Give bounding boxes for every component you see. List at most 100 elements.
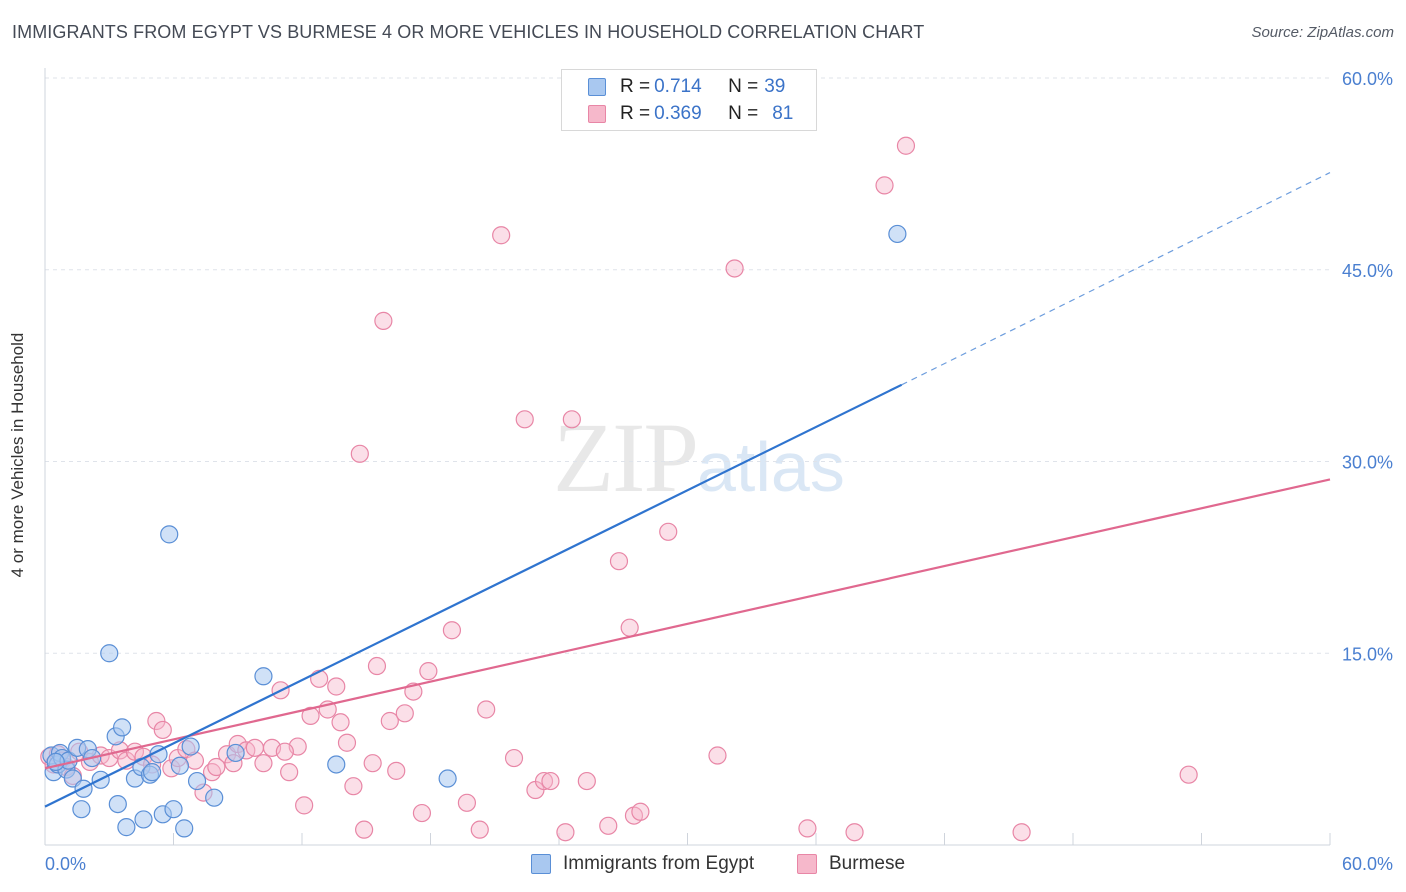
chart-title: IMMIGRANTS FROM EGYPT VS BURMESE 4 OR MO… <box>12 22 925 42</box>
legend-row-burmese: R = 0.369 N = 81 <box>588 101 793 127</box>
burmese-point <box>350 444 369 463</box>
burmese-point <box>620 618 639 637</box>
egypt-point <box>108 794 127 814</box>
egypt-point <box>181 737 200 756</box>
watermark-atlas: atlas <box>697 428 845 506</box>
egypt-point <box>142 763 162 782</box>
y-tick-label: 60.0% <box>1342 69 1393 89</box>
burmese-point <box>355 820 374 839</box>
egypt-point <box>888 224 907 244</box>
burmese-point <box>470 820 489 839</box>
egypt-n-value: 39 <box>764 76 786 97</box>
burmese-r-label: R = <box>620 103 651 124</box>
burmese-point <box>577 771 596 791</box>
burmese-point <box>395 704 414 723</box>
burmese-point <box>896 136 916 155</box>
egypt-point <box>170 756 190 775</box>
egypt-point <box>438 769 457 788</box>
egypt-point <box>134 810 153 829</box>
tick-labels: 15.0% 30.0% 45.0% 60.0% 0.0% 60.0% <box>45 69 1393 874</box>
burmese-point <box>556 823 575 842</box>
egypt-point <box>72 800 91 819</box>
bottom-legend-egypt: Immigrants from Egypt <box>531 850 754 878</box>
source-label: Source: ZipAtlas.com <box>1251 24 1394 41</box>
stats-legend: R = 0.714 N = 39 R = 0.369 N = 81 <box>561 69 817 131</box>
burmese-point <box>798 819 817 838</box>
egypt-point <box>187 771 207 791</box>
burmese-point <box>708 746 727 765</box>
burmese-point <box>301 706 320 725</box>
egypt-swatch <box>588 78 606 96</box>
burmese-point <box>207 757 226 777</box>
egypt-point <box>175 819 194 838</box>
watermark: ZIPatlas <box>553 400 845 515</box>
burmese-point <box>412 803 432 823</box>
egypt-point <box>205 788 224 807</box>
burmese-point <box>387 761 406 780</box>
egypt-point <box>327 755 346 774</box>
burmese-point <box>153 720 172 740</box>
burmese-point <box>659 522 678 541</box>
burmese-point <box>492 226 511 245</box>
trend-lines <box>44 172 1331 808</box>
burmese-legend-label: Burmese <box>829 853 906 874</box>
watermark-zip: ZIP <box>553 402 699 513</box>
bottom-legend-burmese: Burmese <box>797 850 905 878</box>
burmese-trend-line <box>44 478 1331 770</box>
burmese-point <box>254 754 273 773</box>
y-axis-label: 4 or more Vehicles in Household <box>8 332 27 578</box>
egypt-r-label: R = <box>620 76 651 97</box>
burmese-point <box>337 733 357 752</box>
burmese-point <box>327 677 346 696</box>
egypt-trend-extension <box>901 172 1331 386</box>
burmese-point <box>457 793 477 812</box>
egypt-legend-label: Immigrants from Egypt <box>563 853 755 874</box>
burmese-point <box>344 777 363 796</box>
egypt-points <box>42 224 907 838</box>
legend-row-egypt: R = 0.714 N = 39 <box>588 74 785 100</box>
egypt-point <box>160 525 179 544</box>
burmese-point <box>725 259 744 278</box>
x-tick-label: 0.0% <box>45 854 86 874</box>
egypt-point <box>226 743 245 763</box>
egypt-n-label: N = <box>728 76 759 97</box>
burmese-point <box>1012 823 1031 842</box>
y-tick-label: 15.0% <box>1342 644 1393 664</box>
burmese-points <box>40 136 1198 842</box>
burmese-r-value: 0.369 <box>654 103 702 124</box>
burmese-point <box>504 748 524 768</box>
burmese-point <box>845 823 864 842</box>
burmese-point <box>380 711 399 731</box>
burmese-point <box>419 662 438 681</box>
burmese-point <box>275 742 294 761</box>
burmese-point <box>147 711 166 731</box>
grid-lines <box>45 77 1330 654</box>
y-tick-label: 45.0% <box>1342 261 1393 281</box>
burmese-point <box>515 410 534 429</box>
egypt-point <box>254 667 273 686</box>
burmese-n-value: 81 <box>772 103 794 124</box>
burmese-point <box>1179 765 1198 784</box>
burmese-point <box>875 176 894 195</box>
axes <box>44 68 1331 846</box>
burmese-point <box>599 816 618 835</box>
egypt-point <box>100 644 119 663</box>
x-tick-label: 60.0% <box>1342 854 1393 874</box>
burmese-point <box>245 738 264 757</box>
burmese-swatch <box>588 105 606 123</box>
egypt-point <box>112 718 132 737</box>
burmese-point <box>562 410 581 429</box>
burmese-point <box>363 754 382 773</box>
egypt-point <box>117 818 136 837</box>
egypt-trend-line <box>44 383 903 808</box>
burmese-legend-swatch <box>797 854 817 874</box>
egypt-r-value: 0.714 <box>654 76 702 97</box>
burmese-point <box>374 311 393 330</box>
burmese-point <box>442 621 462 640</box>
egypt-legend-swatch <box>531 854 551 874</box>
y-tick-label: 30.0% <box>1342 453 1393 473</box>
burmese-point <box>295 796 314 815</box>
burmese-point <box>534 771 554 791</box>
egypt-point <box>164 800 183 819</box>
